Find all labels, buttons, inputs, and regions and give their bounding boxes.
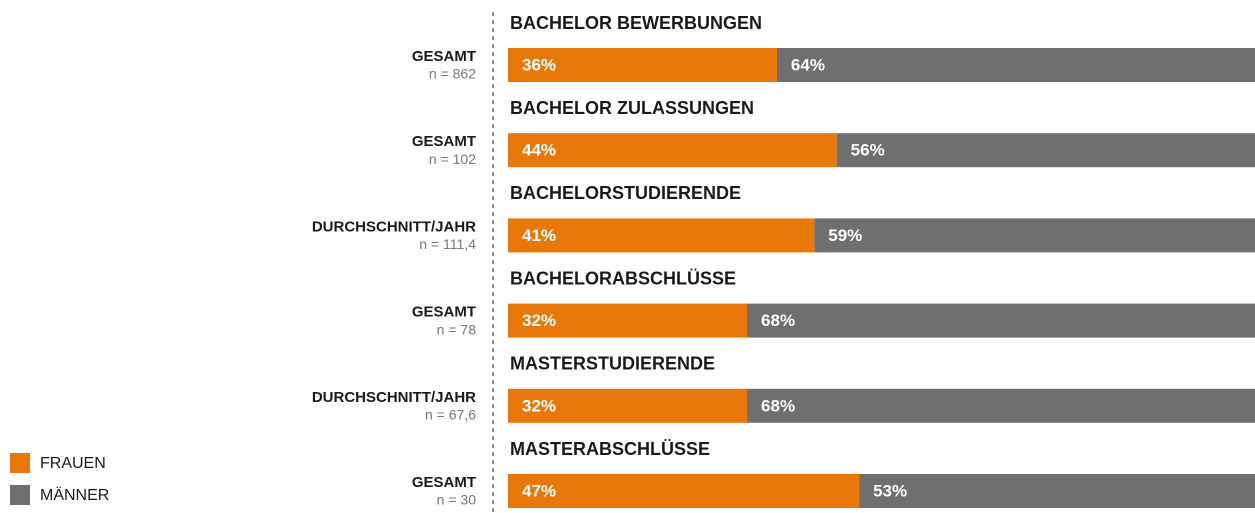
row-label: GESAMT bbox=[412, 48, 476, 65]
legend-swatch bbox=[10, 485, 30, 505]
bar-segment bbox=[776, 48, 1255, 82]
group-title: BACHELORSTUDIERENDE bbox=[510, 183, 741, 203]
row-note: n = 78 bbox=[437, 321, 477, 337]
row-label: GESAMT bbox=[412, 304, 476, 321]
legend-label: FRAUEN bbox=[40, 455, 106, 472]
legend-label: MÄNNER bbox=[40, 486, 109, 504]
bar-segment bbox=[859, 474, 1255, 508]
bar-segment bbox=[508, 133, 837, 168]
value-label: 68% bbox=[761, 396, 795, 415]
bar-segment bbox=[508, 48, 777, 82]
group-title: MASTERABSCHLÜSSE bbox=[510, 439, 710, 459]
value-label: 41% bbox=[522, 226, 556, 245]
row-label: DURCHSCHNITT/JAHR bbox=[312, 218, 476, 235]
value-label: 64% bbox=[791, 55, 825, 74]
bar-segment bbox=[747, 388, 1255, 423]
row-label: DURCHSCHNITT/JAHR bbox=[312, 389, 476, 406]
group-title: MASTERSTUDIERENDE bbox=[510, 354, 715, 374]
bar-segment bbox=[508, 303, 748, 338]
value-label: 44% bbox=[522, 141, 556, 160]
row-note: n = 67,6 bbox=[425, 407, 476, 423]
bar-segment bbox=[747, 303, 1255, 338]
bar-segment bbox=[814, 218, 1255, 253]
bar-segment bbox=[508, 474, 860, 508]
legend-swatch bbox=[10, 453, 30, 473]
bar-segment bbox=[508, 388, 748, 423]
value-label: 32% bbox=[522, 396, 556, 415]
value-label: 36% bbox=[522, 55, 556, 74]
row-label: GESAMT bbox=[412, 474, 476, 491]
value-label: 56% bbox=[851, 141, 885, 160]
value-label: 32% bbox=[522, 311, 556, 330]
group-title: BACHELOR BEWERBUNGEN bbox=[510, 13, 762, 33]
bar-segment bbox=[836, 133, 1255, 168]
value-label: 59% bbox=[828, 226, 862, 245]
row-note: n = 102 bbox=[429, 151, 476, 167]
row-note: n = 862 bbox=[429, 66, 476, 82]
row-label: GESAMT bbox=[412, 133, 476, 150]
value-label: 68% bbox=[761, 311, 795, 330]
bar-segment bbox=[508, 218, 815, 253]
row-note: n = 30 bbox=[437, 492, 477, 508]
group-title: BACHELOR ZULASSUNGEN bbox=[510, 98, 754, 118]
row-note: n = 111,4 bbox=[419, 236, 476, 252]
group-title: BACHELORABSCHLÜSSE bbox=[510, 268, 736, 288]
value-label: 53% bbox=[873, 481, 907, 500]
value-label: 47% bbox=[522, 481, 556, 500]
